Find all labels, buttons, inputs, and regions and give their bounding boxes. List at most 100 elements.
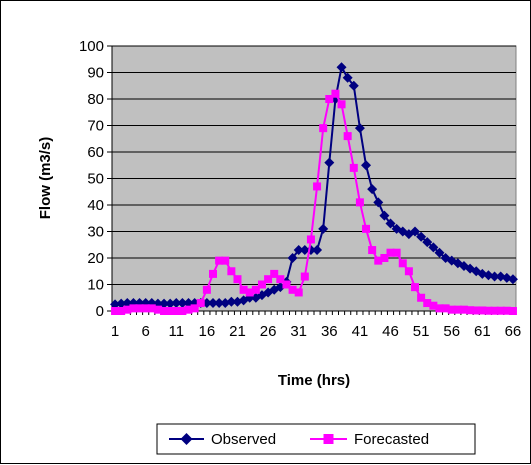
data-point-observed [110, 299, 121, 310]
data-point-forecasted [306, 235, 315, 244]
y-tick-label: 100 [79, 38, 104, 55]
data-point-forecasted [362, 224, 371, 233]
data-point-forecasted [337, 100, 346, 109]
data-point-forecasted [300, 272, 309, 281]
data-point-forecasted [319, 124, 328, 133]
data-point-forecasted [294, 288, 303, 297]
y-tick-label: 10 [87, 277, 104, 294]
data-point-observed [428, 242, 439, 253]
data-point-forecasted [313, 182, 322, 191]
data-point-forecasted [178, 307, 187, 315]
data-point-forecasted [508, 307, 517, 315]
data-point-forecasted [472, 306, 481, 315]
data-point-forecasted [270, 269, 279, 278]
data-point-observed [422, 237, 433, 248]
data-point-observed [293, 245, 304, 256]
data-point-forecasted [196, 299, 205, 308]
series-forecasted [111, 89, 517, 315]
y-tick-label: 30 [87, 224, 104, 241]
data-point-observed [299, 245, 310, 256]
x-tick-label: 61 [474, 323, 491, 340]
data-point-forecasted [117, 307, 126, 315]
data-point-observed [324, 157, 335, 168]
data-point-forecasted [123, 305, 132, 314]
legend-observed-marker [180, 433, 193, 445]
data-point-observed [507, 274, 518, 285]
data-point-forecasted [111, 307, 120, 315]
data-point-observed [226, 296, 237, 307]
y-tick-label: 20 [87, 250, 104, 267]
x-tick-label: 36 [321, 323, 338, 340]
data-point-forecasted [129, 304, 138, 313]
y-tick-label: 0 [96, 303, 104, 320]
data-point-observed [171, 298, 182, 309]
data-point-forecasted [257, 280, 266, 289]
data-point-observed [385, 218, 396, 229]
data-point-observed [177, 298, 188, 309]
data-point-forecasted [496, 306, 505, 315]
data-point-forecasted [349, 163, 358, 172]
data-point-observed [214, 298, 225, 309]
data-point-observed [165, 298, 176, 309]
data-point-observed [489, 271, 500, 282]
data-point-forecasted [411, 283, 419, 292]
data-point-forecasted [466, 306, 475, 315]
data-point-observed [287, 253, 298, 263]
data-point-forecasted [453, 305, 462, 314]
x-tick-label: 1 [111, 323, 119, 340]
x-tick-label: 46 [382, 323, 399, 340]
data-point-forecasted [398, 259, 407, 268]
data-point-forecasted [251, 285, 260, 294]
data-point-observed [416, 231, 427, 242]
data-point-forecasted [423, 299, 432, 308]
data-point-forecasted [417, 293, 426, 302]
data-point-forecasted [233, 275, 242, 284]
data-point-forecasted [209, 269, 217, 278]
y-tick-label: 50 [87, 171, 104, 188]
y-tick-label: 90 [87, 65, 104, 82]
x-axis-title: Time (hrs) [278, 372, 350, 389]
data-point-forecasted [355, 198, 364, 207]
y-axis-tick-labels: 0 10 20 30 40 50 60 70 80 90 100 [79, 38, 104, 320]
data-point-observed [434, 247, 445, 258]
y-axis-title: Flow (m3/s) [37, 137, 54, 220]
data-point-forecasted [282, 280, 291, 289]
data-point-forecasted [190, 304, 199, 313]
data-point-forecasted [343, 132, 352, 141]
x-tick-label: 6 [141, 323, 149, 340]
data-point-forecasted [386, 248, 395, 257]
data-point-forecasted [160, 307, 169, 315]
x-tick-label: 21 [229, 323, 246, 340]
data-point-observed [354, 123, 365, 134]
data-point-forecasted [288, 285, 297, 294]
data-point-observed [342, 72, 353, 83]
data-point-forecasted [331, 89, 340, 98]
data-point-forecasted [441, 304, 450, 313]
legend-forecasted-label: Forecasted [354, 431, 429, 448]
data-point-forecasted [459, 305, 468, 314]
x-tick-label: 16 [199, 323, 216, 340]
data-point-forecasted [429, 301, 438, 310]
x-tick-label: 26 [260, 323, 277, 340]
data-point-observed [361, 160, 372, 171]
data-point-forecasted [221, 256, 230, 265]
data-point-forecasted [368, 246, 377, 255]
data-point-forecasted [172, 307, 181, 315]
data-point-forecasted [478, 306, 487, 315]
data-point-forecasted [374, 256, 383, 265]
data-point-observed [208, 298, 218, 309]
series-layer [110, 62, 518, 315]
x-tick-label: 56 [443, 323, 460, 340]
y-tick-label: 60 [87, 144, 104, 161]
y-tick-label: 40 [87, 197, 104, 214]
data-point-forecasted [264, 275, 273, 284]
data-point-forecasted [227, 267, 236, 276]
data-point-observed [373, 197, 384, 208]
data-point-forecasted [153, 305, 162, 314]
data-point-forecasted [166, 307, 175, 315]
legend: Observed Forecasted [156, 423, 476, 455]
data-point-forecasted [502, 306, 511, 315]
legend-observed-label: Observed [211, 431, 276, 448]
data-point-forecasted [392, 248, 401, 257]
